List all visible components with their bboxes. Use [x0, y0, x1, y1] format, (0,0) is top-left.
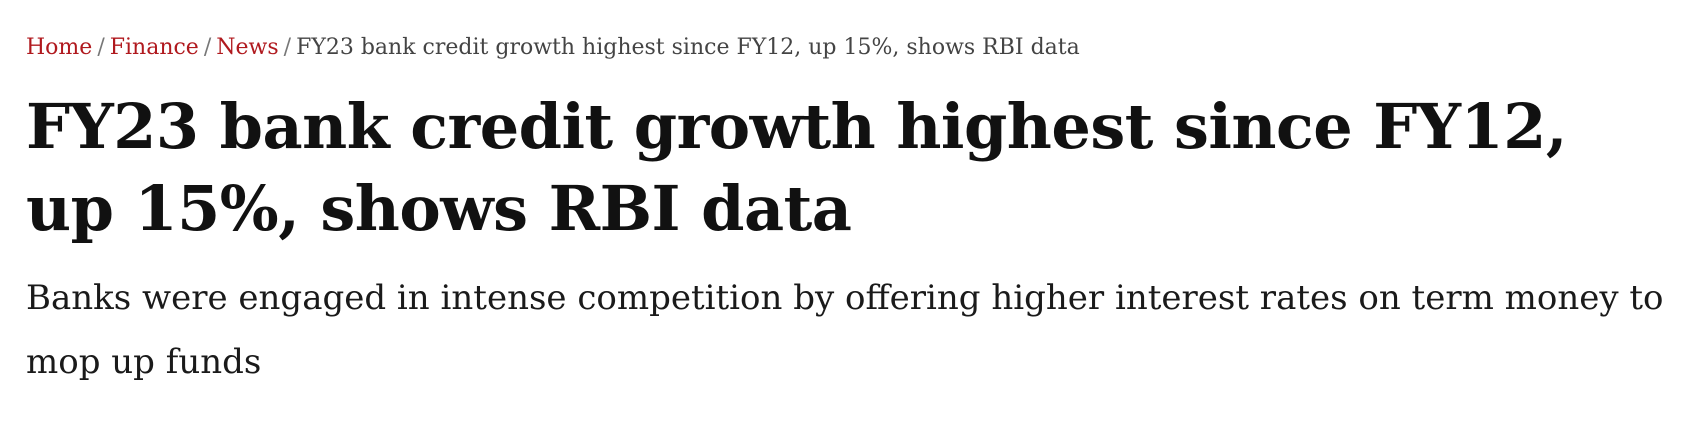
- breadcrumb-separator: /: [203, 35, 212, 60]
- breadcrumb-current-page: FY23 bank credit growth highest since FY…: [296, 35, 1080, 60]
- breadcrumb-finance-link[interactable]: Finance: [109, 35, 199, 60]
- article-headline: FY23 bank credit growth highest since FY…: [26, 90, 1567, 245]
- breadcrumb-separator: /: [97, 35, 105, 60]
- article-subheadline: Banks were engaged in intense competitio…: [26, 278, 1664, 382]
- breadcrumb-news-link[interactable]: News: [216, 35, 279, 60]
- breadcrumb-home-link[interactable]: Home: [26, 35, 93, 60]
- breadcrumb: Home / Finance / News / FY23 bank credit growt…: [26, 30, 1680, 66]
- breadcrumb-separator: /: [283, 35, 292, 60]
